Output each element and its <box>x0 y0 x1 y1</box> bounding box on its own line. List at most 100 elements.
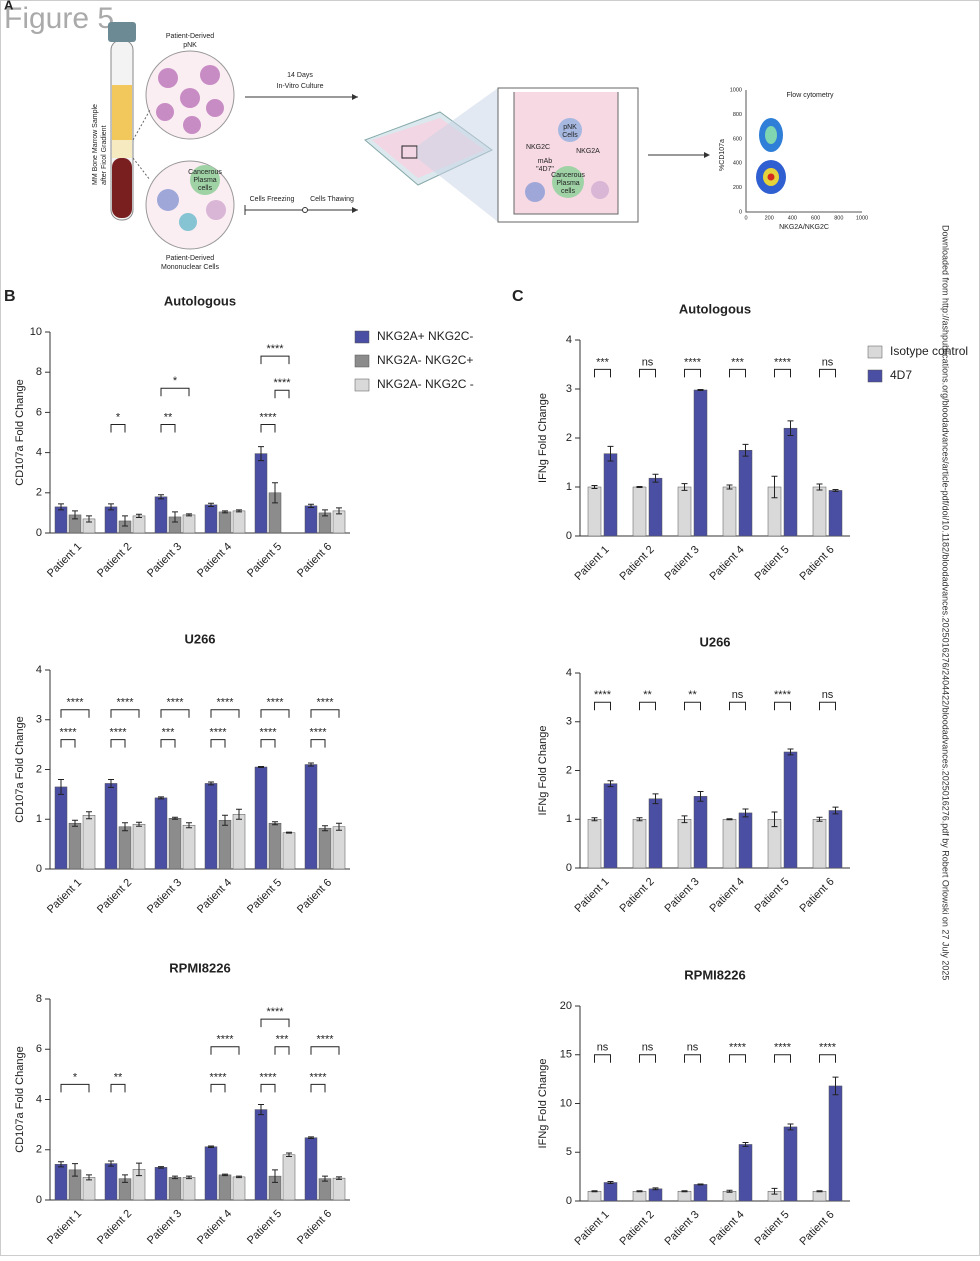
y-tick-label: 5 <box>566 1146 572 1158</box>
significance-bracket <box>774 701 791 711</box>
significance-label: **** <box>259 411 277 423</box>
error-bar <box>72 819 78 827</box>
diagram-text: 14 Days <box>287 72 313 79</box>
error-bar <box>607 1181 614 1184</box>
significance-label: *** <box>596 356 610 368</box>
y-tick-label: 0 <box>36 1194 42 1206</box>
significance-bracket <box>60 1083 90 1093</box>
bar <box>828 810 843 869</box>
x-tick-label: Patient 5 <box>752 1209 791 1248</box>
bar <box>182 514 196 534</box>
error-bar <box>336 822 342 831</box>
cell <box>157 189 179 211</box>
tube-layer <box>112 85 132 140</box>
significance-bracket <box>310 709 340 718</box>
x-tick-label: Patient 6 <box>295 877 334 916</box>
error-bar <box>681 483 688 491</box>
error-bar <box>122 515 128 527</box>
legend-label: NKG2A+ NKG2C- <box>377 329 473 343</box>
legend-swatch <box>867 345 883 359</box>
flow-population <box>767 173 775 181</box>
significance-label: ns <box>597 1042 609 1054</box>
legend-swatch <box>867 369 883 383</box>
error-bar <box>158 494 164 500</box>
bar <box>812 1191 827 1202</box>
significance-bracket <box>274 1046 290 1055</box>
legend-label: NKG2A- NKG2C - <box>377 377 474 391</box>
y-tick-label: 4 <box>36 664 42 676</box>
bar <box>104 1163 118 1201</box>
bar <box>132 823 146 870</box>
x-tick-label: Patient 2 <box>95 1208 134 1247</box>
error-bar <box>787 1123 794 1131</box>
significance-label: * <box>73 1071 78 1083</box>
error-bar <box>136 513 142 519</box>
y-tick-label: 0 <box>566 530 572 542</box>
bar <box>693 1184 708 1202</box>
bar <box>254 766 268 870</box>
x-tick-label: Patient 2 <box>95 877 134 916</box>
significance-bracket <box>274 389 290 399</box>
significance-label: ** <box>164 411 173 423</box>
x-tick-label: Patient 6 <box>797 1209 836 1248</box>
error-bar <box>58 503 64 511</box>
bar <box>783 751 798 869</box>
y-tick-label: 2 <box>566 432 572 444</box>
flow-ticks: 00 200 200 400 400 600 600 800 800 1000 1000 <box>730 87 868 221</box>
significance-bracket <box>639 368 656 378</box>
panel-label: A <box>4 0 14 12</box>
significance-bracket <box>639 1054 656 1063</box>
significance-label: *** <box>731 356 745 368</box>
y-tick-label: 2 <box>36 1144 42 1156</box>
cell <box>206 200 226 220</box>
x-tick-label: Patient 2 <box>95 541 134 580</box>
error-bar <box>108 1160 114 1167</box>
x-tick-label: Patient 4 <box>195 1208 234 1247</box>
error-bar <box>236 808 242 820</box>
x-tick-label: Patient 1 <box>572 876 611 915</box>
chart-title: RPMI8226 <box>169 960 230 975</box>
legend-label: NKG2A- NKG2C+ <box>377 353 473 367</box>
bar <box>204 783 218 870</box>
significance-bracket <box>260 1083 276 1093</box>
y-tick-label: 3 <box>566 383 572 395</box>
significance-bracket <box>729 368 746 378</box>
legend-swatch <box>354 330 370 344</box>
bar <box>182 824 196 870</box>
error-bar <box>136 821 142 827</box>
flow-tick-label: 400 <box>733 161 742 167</box>
error-bar <box>816 816 823 822</box>
significance-bracket <box>160 387 190 397</box>
error-bar <box>272 1169 278 1183</box>
diagram-text: NKG2C <box>526 144 550 151</box>
significance-label: **** <box>594 689 612 701</box>
tube-cap <box>108 22 136 42</box>
significance-label: **** <box>316 697 334 709</box>
x-tick-label: Patient 6 <box>797 544 836 583</box>
arrow-head <box>704 152 710 158</box>
legend-label: 4D7 <box>890 368 912 382</box>
significance-bracket <box>160 739 176 748</box>
x-tick-label: Patient 4 <box>195 541 234 580</box>
significance-bracket <box>310 1046 340 1055</box>
legend-swatch <box>354 354 370 368</box>
diagram-text: Cells Thawing <box>310 196 354 203</box>
error-bar <box>697 790 704 802</box>
flow-tick-label: 600 <box>733 136 742 142</box>
significance-bracket <box>60 709 90 718</box>
error-bar <box>186 513 192 517</box>
diagram-text: after Ficol Gradient <box>101 125 108 185</box>
error-bar <box>607 445 614 462</box>
bar <box>587 486 602 537</box>
bar <box>677 819 692 869</box>
significance-label: **** <box>273 377 291 389</box>
x-tick-label: Patient 3 <box>145 877 184 916</box>
bar <box>332 1177 346 1201</box>
error-bar <box>336 507 342 515</box>
significance-bracket <box>774 1054 791 1063</box>
cell <box>558 118 582 142</box>
x-tick-label: Patient 3 <box>145 541 184 580</box>
error-bar <box>726 1189 733 1193</box>
significance-bracket <box>210 1083 226 1093</box>
error-bar <box>652 1187 659 1191</box>
